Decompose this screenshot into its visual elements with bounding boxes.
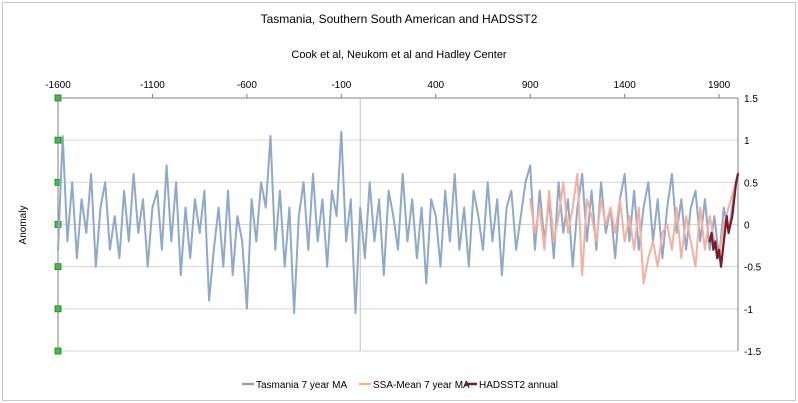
series-line-3 xyxy=(708,172,740,268)
chart-title: Tasmania, Southern South American and HA… xyxy=(261,12,538,26)
x-tick-label: 1400 xyxy=(614,80,637,91)
series-line-2 xyxy=(529,172,738,285)
x-tick-labels: -1600 -1100 -600 -100 400 900 1400 1900 xyxy=(45,80,730,91)
x-tick-label: 900 xyxy=(522,80,539,91)
x-tick-label: -100 xyxy=(331,80,351,91)
series-group xyxy=(57,130,740,315)
y-tick-label: -0.5 xyxy=(744,263,762,274)
y-tick-label: 0.5 xyxy=(744,178,758,189)
x-tick-label: -1100 xyxy=(140,80,165,91)
legend-label-1: Tasmania 7 year MA xyxy=(256,380,347,391)
axes xyxy=(54,94,739,355)
y-axis-label: Anomaly xyxy=(18,206,29,245)
y-tick-label: 1.5 xyxy=(744,94,758,105)
y-tick-label: -1 xyxy=(744,305,753,316)
x-tick-label: -600 xyxy=(237,80,257,91)
legend-label-2: SSA-Mean 7 year MA xyxy=(373,380,470,391)
legend: Tasmania 7 year MA SSA-Mean 7 year MA HADS… xyxy=(242,380,558,391)
x-tick-label: -1600 xyxy=(45,80,71,91)
y-tick-label: 0 xyxy=(744,221,750,232)
y-tick-label: 1 xyxy=(744,136,750,147)
legend-label-3: HADSST2 annual xyxy=(479,380,558,391)
x-tick-label: 1900 xyxy=(708,80,731,91)
x-tick-label: 400 xyxy=(427,80,444,91)
y-tick-label: -1.5 xyxy=(744,347,762,358)
series-line-1 xyxy=(57,130,738,315)
chart-subtitle: Cook et al, Neukom et al and Hadley Cent… xyxy=(291,49,507,61)
y-tick-labels: -1.5 -1 -0.5 0 0.5 1 1.5 xyxy=(744,94,762,358)
